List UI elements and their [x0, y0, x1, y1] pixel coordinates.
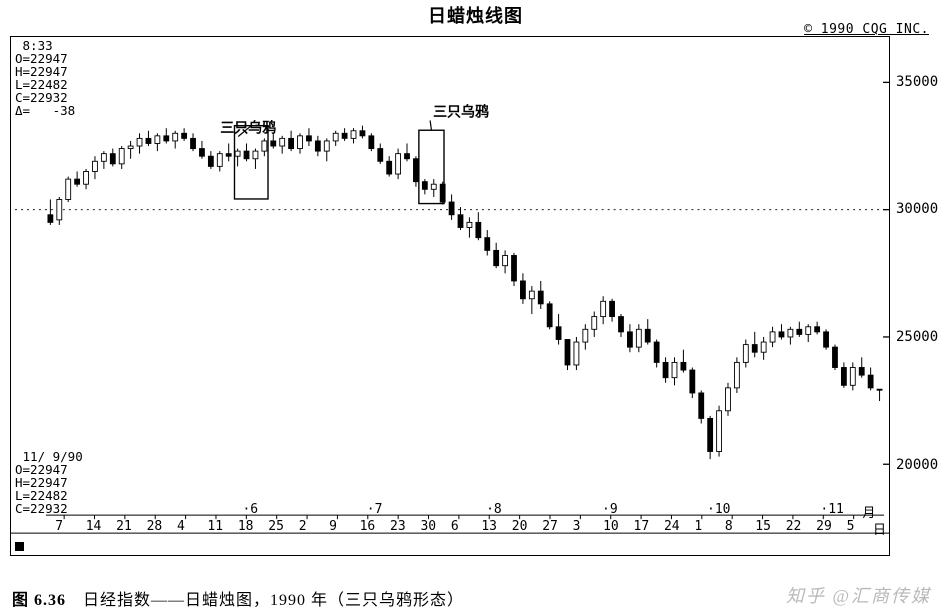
- month-label: ·11: [820, 502, 843, 517]
- chart-container: 8:33 O=22947 H=22947 L=22482 C=22932 Δ= …: [10, 36, 940, 572]
- week-tick-label: 29: [816, 519, 832, 534]
- month-label: ·7: [367, 502, 383, 517]
- y-tick-label: 30000: [896, 201, 938, 217]
- week-tick-label: 4: [177, 519, 185, 534]
- month-label: ·6: [242, 502, 258, 517]
- figure-caption-text: 日经指数——日蜡烛图，1990 年（三只乌鸦形态）: [66, 592, 464, 609]
- week-tick-label: 18: [238, 519, 254, 534]
- week-tick-label: 10: [603, 519, 619, 534]
- figure-number: 图 6.36: [12, 592, 66, 609]
- week-tick-label: 30: [420, 519, 436, 534]
- y-tick-label: 25000: [896, 329, 938, 345]
- week-tick-label: 20: [512, 519, 528, 534]
- candlestick-svg: 三只乌鸦三只乌鸦: [11, 37, 889, 555]
- week-tick-label: 25: [268, 519, 284, 534]
- week-tick-label: 17: [634, 519, 650, 534]
- y-tick-label: 20000: [896, 457, 938, 473]
- week-tick-label: 9: [329, 519, 337, 534]
- week-tick-label: 16: [360, 519, 376, 534]
- week-tick-label: 2: [299, 519, 307, 534]
- svg-text:三只乌鸦: 三只乌鸦: [433, 104, 489, 121]
- chart-frame: 8:33 O=22947 H=22947 L=22482 C=22932 Δ= …: [10, 36, 890, 556]
- week-tick-label: 11: [207, 519, 223, 534]
- week-tick-label: 7: [55, 519, 63, 534]
- figure-caption: 图 6.36 日经指数——日蜡烛图，1990 年（三只乌鸦形态）: [12, 586, 464, 610]
- week-tick-label: 1: [694, 519, 702, 534]
- week-tick-label: 24: [664, 519, 680, 534]
- week-tick-label: 3: [573, 519, 581, 534]
- week-tick-label: 8: [725, 519, 733, 534]
- week-tick-label: 5: [847, 519, 855, 534]
- week-tick-label: 13: [481, 519, 497, 534]
- week-tick-label: 27: [542, 519, 558, 534]
- month-label: ·9: [602, 502, 618, 517]
- y-tick-label: 35000: [896, 74, 938, 90]
- week-tick-label: 28: [147, 519, 163, 534]
- week-tick-label: 6: [451, 519, 459, 534]
- week-tick-label: 15: [755, 519, 771, 534]
- month-label: ·10: [707, 502, 730, 517]
- week-axis-unit: 日: [873, 519, 886, 538]
- month-label: ·8: [486, 502, 502, 517]
- copyright-text: © 1990 CQG INC.: [804, 22, 929, 37]
- week-tick-label: 23: [390, 519, 406, 534]
- week-tick-label: 14: [86, 519, 102, 534]
- week-tick-label: 21: [116, 519, 132, 534]
- watermark: 知乎 @汇商传媒: [786, 582, 931, 608]
- week-tick-label: 22: [786, 519, 802, 534]
